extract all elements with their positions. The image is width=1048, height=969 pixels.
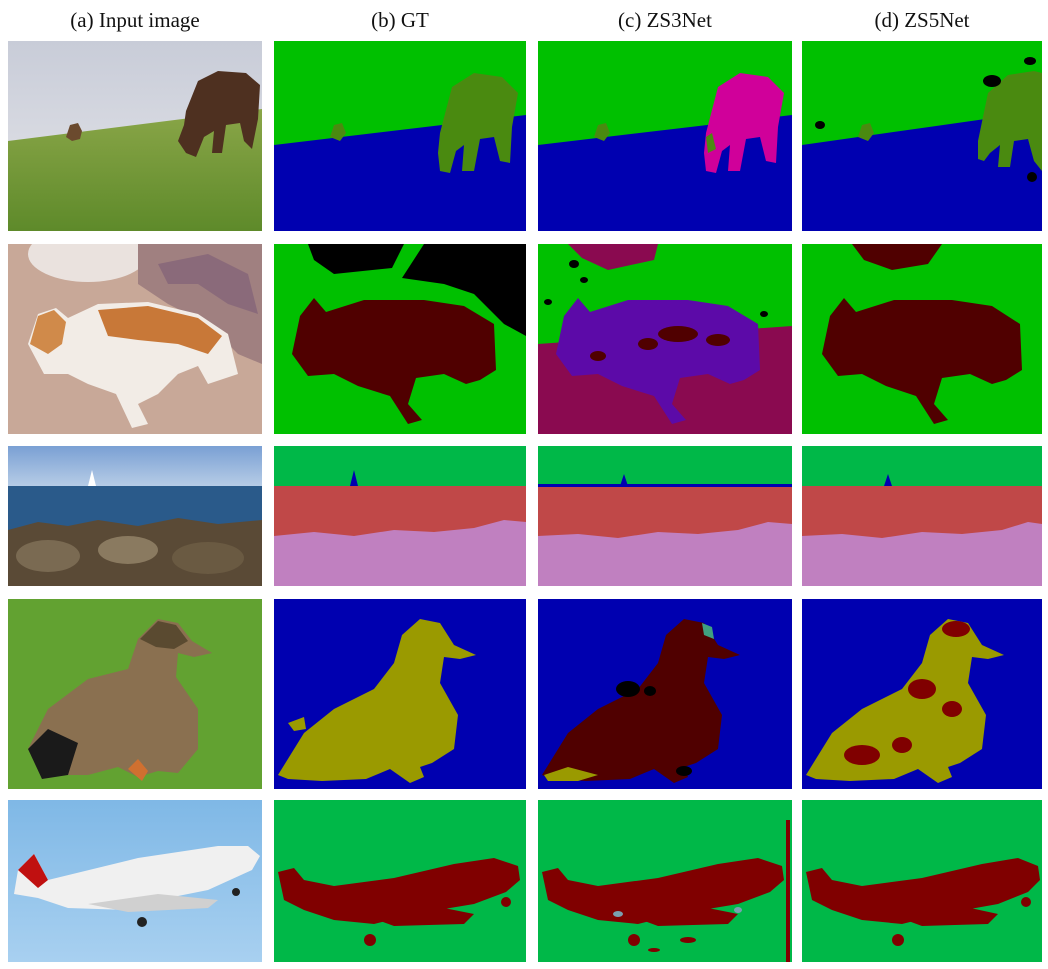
- zs3net-mask-duck: [538, 599, 792, 789]
- zs3net-mask-sailboat: [538, 446, 792, 586]
- zs5net-mask-airplane: [802, 800, 1042, 962]
- zs5net-mask-cat: [802, 244, 1042, 434]
- gt-mask-airplane: [274, 800, 526, 962]
- input-image-sailboat: [8, 446, 262, 586]
- zs5net-mask-duck: [802, 599, 1042, 789]
- column-header-zs5net: (d) ZS5Net: [874, 8, 970, 32]
- zs3net-mask-cat: [538, 244, 792, 434]
- zs5net-mask-sailboat: [802, 446, 1042, 586]
- gt-mask-sailboat: [274, 446, 526, 586]
- column-header-zs3net: (c) ZS3Net: [618, 8, 712, 32]
- input-image-duck: [8, 599, 262, 789]
- input-image-cat: [8, 244, 262, 434]
- input-image-airplane: [8, 800, 262, 962]
- zs3net-mask-airplane: [538, 800, 792, 962]
- zs3net-mask-cows: [538, 41, 792, 231]
- gt-mask-cows: [274, 41, 526, 231]
- gt-mask-duck: [274, 599, 526, 789]
- column-header-gt: (b) GT: [371, 8, 429, 32]
- column-header-input: (a) Input image: [70, 8, 200, 32]
- zs5net-mask-cows: [802, 41, 1042, 231]
- input-image-cows: [8, 41, 262, 231]
- gt-mask-cat: [274, 244, 526, 434]
